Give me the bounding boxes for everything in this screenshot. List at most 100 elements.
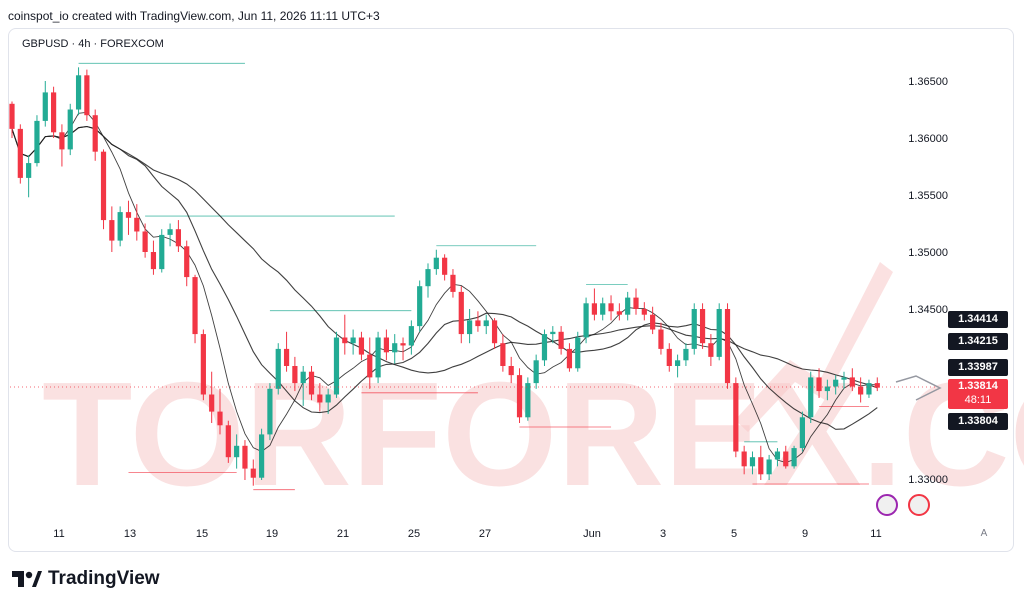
candle-body xyxy=(117,212,123,241)
moving-average-line xyxy=(11,125,878,389)
candle-body xyxy=(342,337,348,344)
candle-body xyxy=(874,383,880,388)
candle-body xyxy=(550,331,556,335)
candle-body xyxy=(408,326,414,346)
auto-scale-button[interactable]: A xyxy=(980,528,988,539)
price-tick: 1.36500 xyxy=(908,76,948,88)
candle-body xyxy=(716,309,722,357)
candle-body xyxy=(766,459,772,475)
last-price-tag: 1.33814 48:11 xyxy=(948,379,1008,409)
candle-body xyxy=(491,320,498,344)
price-tick: 1.33000 xyxy=(908,474,948,486)
date-tick: Jun xyxy=(583,528,601,540)
candle-body xyxy=(292,366,298,384)
date-tick: 21 xyxy=(336,528,350,540)
candle-body xyxy=(192,277,198,335)
date-tick: 11 xyxy=(53,528,65,540)
candle-body xyxy=(641,309,647,315)
candle-body xyxy=(350,337,356,344)
candle-body xyxy=(100,151,107,221)
candle-body xyxy=(358,337,365,355)
candle-body xyxy=(167,229,173,235)
candle-body xyxy=(367,354,373,378)
candle-body xyxy=(600,303,606,315)
candle-body xyxy=(758,457,764,475)
ma1-price-tag: 1.34414 xyxy=(948,311,1008,328)
candle-body xyxy=(283,348,290,366)
ma2-price-tag: 1.34215 xyxy=(948,333,1008,350)
moving-average-line xyxy=(11,125,878,430)
candle-body xyxy=(425,269,431,287)
date-tick: 27 xyxy=(478,528,492,540)
candle-body xyxy=(142,231,148,252)
candle-body xyxy=(858,386,864,395)
candle-body xyxy=(616,311,622,315)
candle-body xyxy=(383,337,389,353)
candle-body xyxy=(533,360,539,384)
candle-body xyxy=(558,331,564,349)
candle-body xyxy=(308,371,315,395)
candle-body xyxy=(666,348,672,366)
candle-body xyxy=(833,379,839,387)
candle-body xyxy=(275,348,281,389)
candle-body xyxy=(234,445,240,458)
price-tick: 1.35500 xyxy=(908,190,948,202)
candle-body xyxy=(566,348,573,369)
date-tick: 13 xyxy=(123,528,137,540)
candle-body xyxy=(417,286,423,327)
tradingview-logo[interactable]: TradingView xyxy=(12,568,160,590)
candle-body xyxy=(34,120,40,164)
candle-body xyxy=(591,303,597,315)
date-tick: 9 xyxy=(801,528,809,540)
date-tick: 15 xyxy=(195,528,209,540)
candle-body xyxy=(799,417,805,449)
candle-body xyxy=(541,334,548,361)
candle-body xyxy=(791,448,797,467)
candle-body xyxy=(9,103,15,129)
candle-body xyxy=(808,377,814,418)
uk-flag-icon[interactable] xyxy=(876,494,898,516)
candle-body xyxy=(242,445,248,469)
date-tick: 3 xyxy=(659,528,667,540)
chart-panel[interactable] xyxy=(8,28,1014,552)
candle-body xyxy=(300,371,306,384)
candle-body xyxy=(42,92,48,121)
candle-body xyxy=(17,128,23,178)
moving-average-line xyxy=(11,111,878,463)
candle-body xyxy=(749,457,756,467)
candle-body xyxy=(583,303,589,338)
candle-body xyxy=(733,383,739,452)
candle-body xyxy=(691,309,697,349)
candle-body xyxy=(633,297,639,309)
candle-body xyxy=(92,115,98,152)
price-tick: 1.36000 xyxy=(908,133,948,145)
date-tick: 19 xyxy=(265,528,279,540)
moving-average-lines xyxy=(11,111,878,463)
candle-body xyxy=(658,329,664,349)
candle-body xyxy=(650,314,656,330)
candle-body xyxy=(317,394,323,403)
candle-body xyxy=(84,75,90,116)
candle-body xyxy=(209,394,215,412)
candle-body xyxy=(134,217,140,232)
candle-body xyxy=(783,451,789,467)
date-tick: 5 xyxy=(730,528,738,540)
candle-body xyxy=(400,343,406,346)
candle-body xyxy=(250,468,256,478)
candle-body xyxy=(200,334,206,395)
candle-body xyxy=(75,75,82,110)
ma3-price-tag: 1.33987 xyxy=(948,359,1008,376)
candle-body xyxy=(608,303,614,312)
candle-body xyxy=(525,383,531,418)
candle-body xyxy=(433,257,439,270)
candle-body xyxy=(724,309,731,384)
candle-body xyxy=(175,229,181,247)
candle-body xyxy=(442,257,448,275)
uk-us-flag-icon[interactable] xyxy=(908,494,931,516)
candle-body xyxy=(59,132,65,150)
candle-body xyxy=(508,366,514,376)
candle-body xyxy=(816,377,822,392)
events-flags[interactable] xyxy=(876,494,936,521)
candle-body xyxy=(51,92,57,133)
